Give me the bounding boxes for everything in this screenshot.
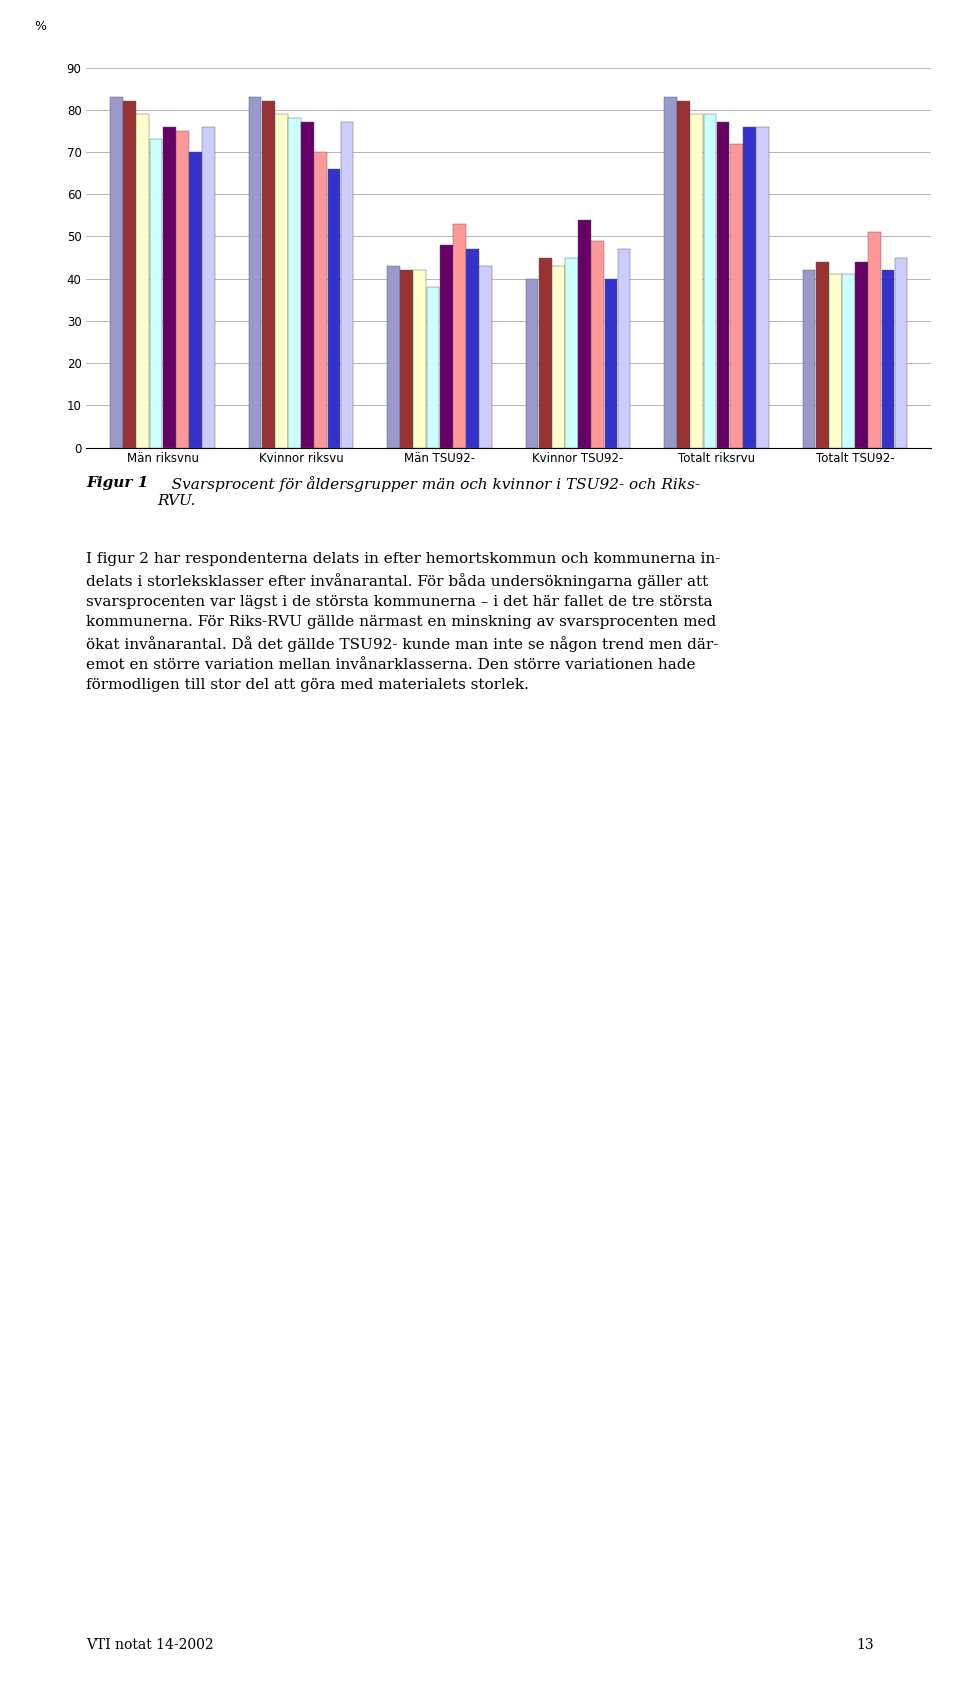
Bar [842,275,854,448]
Bar [466,250,479,448]
Bar [440,245,452,448]
Bar [327,169,341,448]
Bar [552,267,564,448]
Text: %: % [34,20,46,34]
Bar [539,258,552,448]
Bar [617,250,631,448]
Text: 13: 13 [856,1638,874,1652]
Bar [301,123,314,448]
Bar [828,275,842,448]
Bar [855,262,868,448]
Bar [803,270,815,448]
Bar [591,242,604,448]
Bar [163,127,176,448]
Bar [895,258,907,448]
Bar [578,220,591,448]
Bar [275,115,288,448]
Bar [400,270,413,448]
Text: VTI notat 14-2002: VTI notat 14-2002 [86,1638,214,1652]
Bar [605,279,617,448]
Bar [123,101,136,448]
Bar [315,152,327,448]
Bar [176,132,189,448]
Bar [189,152,202,448]
Bar [526,279,539,448]
Bar [203,127,215,448]
Bar [479,267,492,448]
Bar [414,270,426,448]
Bar [704,115,716,448]
Bar [110,98,123,448]
Bar [288,118,300,448]
Text: Svarsprocent för åldersgrupper män och kvinnor i TSU92- och Riks-
RVU.: Svarsprocent för åldersgrupper män och k… [157,476,701,508]
Bar [565,258,578,448]
Bar [690,115,703,448]
Bar [453,225,466,448]
Bar [717,123,730,448]
Bar [743,127,756,448]
Bar [341,123,353,448]
Bar [664,98,677,448]
Bar [426,287,440,448]
Bar [730,144,743,448]
Bar [387,267,400,448]
Text: I figur 2 har respondenterna delats in efter hemortskommun och kommunerna in-
de: I figur 2 har respondenterna delats in e… [86,552,721,692]
Bar [756,127,769,448]
Text: Figur 1: Figur 1 [86,476,149,490]
Bar [262,101,275,448]
Bar [677,101,690,448]
Bar [869,233,881,448]
Bar [816,262,828,448]
Bar [136,115,149,448]
Bar [150,140,162,448]
Bar [249,98,261,448]
Bar [881,270,895,448]
